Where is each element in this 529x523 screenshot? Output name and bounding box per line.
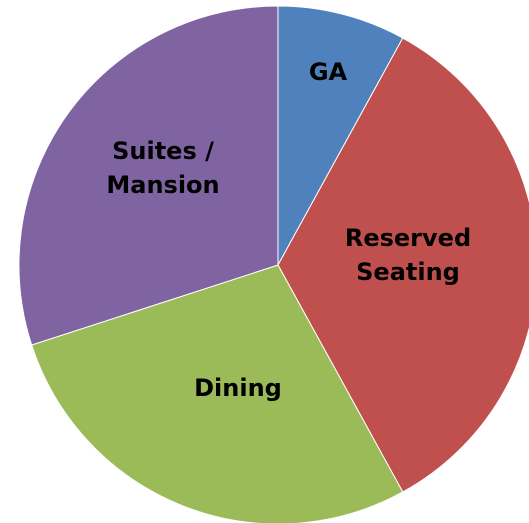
pie-slice (18, 5, 279, 346)
slice-label: Reserved Seating (344, 224, 472, 286)
slice-label: Suites / Mansion (106, 137, 220, 199)
pie-slice (31, 264, 404, 523)
slice-label: GA (308, 58, 348, 86)
pie-slice (277, 5, 404, 266)
slice-label: Dining (194, 374, 282, 402)
